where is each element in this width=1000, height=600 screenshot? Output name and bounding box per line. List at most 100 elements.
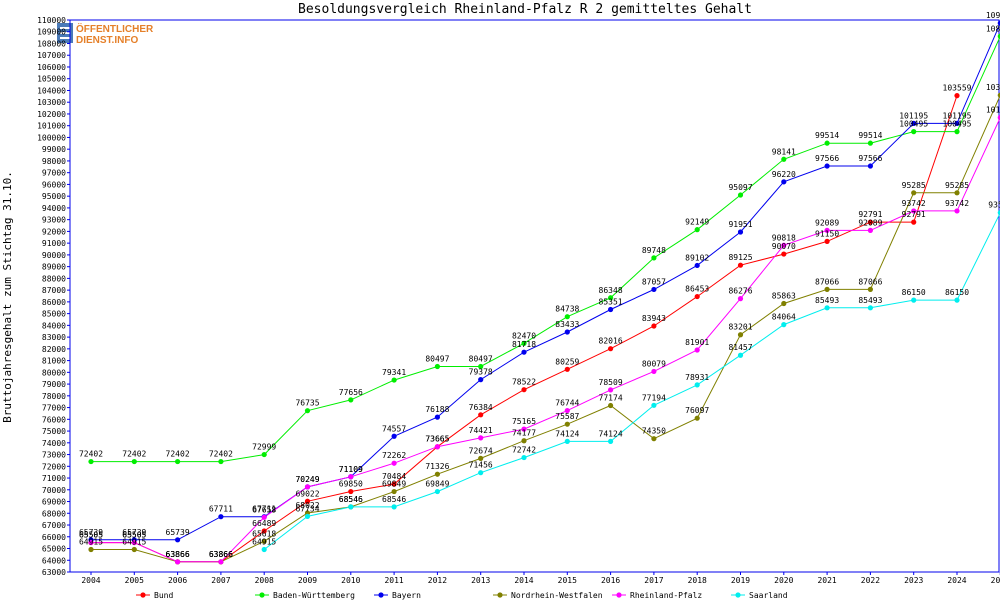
data-point <box>737 262 744 268</box>
data-point <box>954 129 960 135</box>
data-point <box>911 208 917 214</box>
legend-label: Baden-Württemberg <box>273 591 355 600</box>
data-point <box>911 297 917 303</box>
data-label: 89102 <box>685 253 709 262</box>
legend-label: Rheinland-Pfalz <box>630 591 702 600</box>
x-tick-label: 2019 <box>731 576 750 585</box>
data-point <box>131 546 137 553</box>
data-label: 63866 <box>209 550 233 559</box>
data-point <box>997 92 1000 98</box>
data-point <box>521 387 527 393</box>
data-label: 80497 <box>469 355 493 364</box>
data-point <box>521 349 527 355</box>
data-label: 72402 <box>209 450 233 459</box>
data-label: 97566 <box>858 154 882 163</box>
x-tick-label: 2024 <box>947 576 966 585</box>
data-point <box>737 296 744 302</box>
legend-marker <box>259 592 265 598</box>
data-label: 84738 <box>555 305 579 314</box>
y-tick-label: 109000 <box>37 28 66 37</box>
y-tick-label: 101000 <box>37 122 66 131</box>
data-point <box>867 163 874 169</box>
data-label: 91951 <box>728 220 752 229</box>
data-point <box>564 421 570 427</box>
data-label: 71109 <box>339 465 363 474</box>
y-tick-label: 103000 <box>37 98 66 107</box>
x-tick-label: 2015 <box>558 576 577 585</box>
data-point <box>564 438 570 444</box>
series-line-4 <box>91 117 1000 563</box>
x-tick-label: 2007 <box>211 576 230 585</box>
data-point <box>737 332 744 338</box>
data-label: 67711 <box>209 505 233 514</box>
data-label: 92791 <box>858 210 882 219</box>
y-tick-label: 98000 <box>42 157 66 166</box>
y-tick-label: 77000 <box>42 404 66 413</box>
x-tick-label: 2016 <box>601 576 620 585</box>
data-point <box>651 323 657 329</box>
y-tick-label: 106000 <box>37 63 66 72</box>
data-label: 63866 <box>209 550 233 559</box>
data-point <box>694 415 700 421</box>
legend-marker <box>378 592 384 598</box>
legend-marker <box>735 592 741 598</box>
data-label: 65505 <box>79 531 103 540</box>
data-label: 99514 <box>858 131 882 140</box>
data-label: 100495 <box>899 120 928 129</box>
data-point <box>391 460 397 466</box>
data-point <box>911 129 917 135</box>
data-label: 89125 <box>728 253 752 262</box>
data-label: 101691 <box>986 106 1000 115</box>
y-tick-label: 100000 <box>37 133 66 142</box>
data-label: 68022 <box>295 501 319 510</box>
data-label: 87066 <box>815 277 839 286</box>
y-tick-label: 76000 <box>42 415 66 424</box>
legend-label: Bayern <box>392 591 421 600</box>
data-point <box>824 227 830 233</box>
data-label: 95097 <box>728 183 752 192</box>
data-label: 100495 <box>943 120 972 129</box>
data-label: 78522 <box>512 378 536 387</box>
data-point <box>218 458 224 465</box>
x-tick-label: 2013 <box>471 576 490 585</box>
data-label: 75165 <box>512 417 536 426</box>
data-point <box>911 120 917 127</box>
legend: Bund Baden-Württemberg Bayern Nordrhein-Wes… <box>136 591 788 600</box>
x-axis: 2004 2005 2006 2007 2008 2009 2010 2011 2012 2013… <box>81 572 1000 585</box>
y-tick-label: 80000 <box>42 368 66 377</box>
data-label: 97566 <box>815 154 839 163</box>
y-tick-label: 87000 <box>42 286 66 295</box>
data-label: 101195 <box>943 111 972 120</box>
data-point <box>348 474 354 480</box>
x-tick-label: 2023 <box>904 576 923 585</box>
data-label: 77656 <box>339 388 363 397</box>
data-point <box>867 305 874 311</box>
data-label: 68546 <box>339 495 363 504</box>
data-point <box>651 402 657 408</box>
data-point <box>781 242 787 248</box>
data-point <box>824 163 830 169</box>
data-point <box>997 115 1000 121</box>
data-point <box>261 451 267 458</box>
y-tick-label: 70000 <box>42 486 66 495</box>
data-label: 73665 <box>425 435 449 444</box>
data-label: 65505 <box>122 531 146 540</box>
data-label: 68546 <box>339 495 363 504</box>
data-label: 87066 <box>858 277 882 286</box>
data-label: 74124 <box>599 429 623 438</box>
y-tick-label: 89000 <box>42 263 66 272</box>
y-tick-label: 110000 <box>37 16 66 25</box>
data-label: 69849 <box>425 480 449 489</box>
data-point <box>608 295 614 301</box>
y-tick-label: 102000 <box>37 110 66 119</box>
legend-label: Nordrhein-Westfalen <box>511 591 603 600</box>
chart-title: Besoldungsvergleich Rheinland-Pfalz R 2 … <box>298 2 752 17</box>
data-label: 85863 <box>772 291 796 300</box>
legend-label: Bund <box>154 591 173 600</box>
y-tick-label: 93000 <box>42 216 66 225</box>
data-point <box>175 559 181 565</box>
y-tick-label: 78000 <box>42 392 66 401</box>
data-label: 109734 <box>986 11 1000 20</box>
data-point <box>997 33 1000 39</box>
data-point <box>737 352 744 358</box>
